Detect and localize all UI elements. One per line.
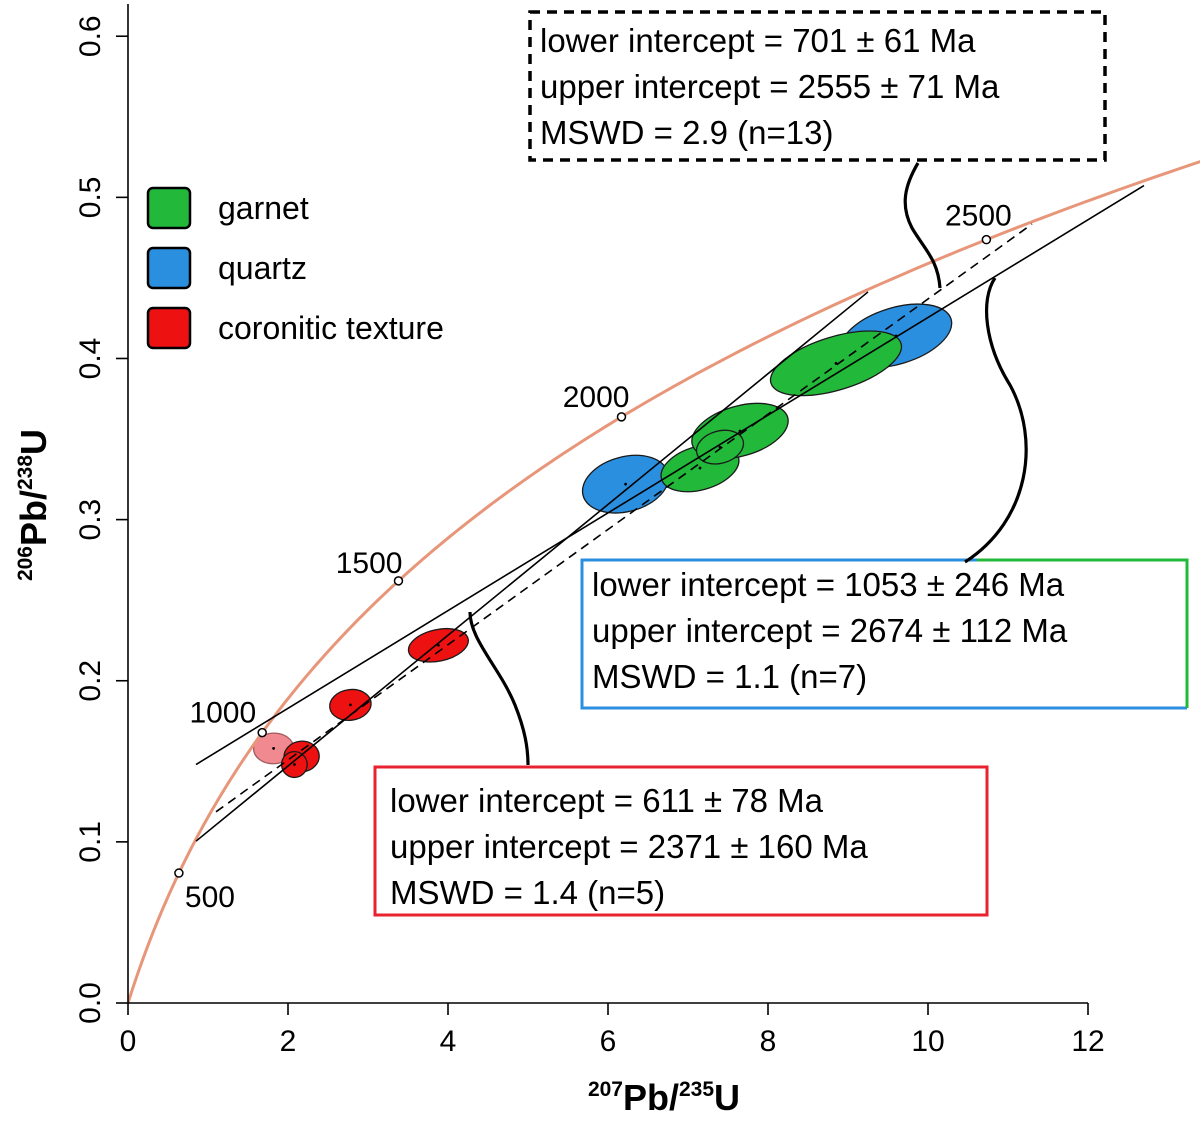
- concordia-tick-1000: [257, 727, 267, 738]
- x-axis-title-part-0: 207: [588, 1078, 623, 1101]
- annotation-text-all-2: MSWD = 2.9 (n=13): [540, 114, 833, 151]
- x-tick-label-12: 12: [1071, 1025, 1104, 1058]
- x-axis-title-part-2: 235: [679, 1078, 714, 1101]
- y-axis-title-part-3: U: [13, 429, 54, 455]
- y-tick-label-0.2: 0.2: [74, 660, 107, 702]
- legend-swatch-0: [146, 186, 192, 230]
- x-axis-title-part-3: U: [714, 1077, 740, 1118]
- x-tick-label-6: 6: [600, 1025, 617, 1058]
- concordia-age-label-2000: 2000: [563, 381, 630, 414]
- annotation-box-bg-all: [530, 12, 1105, 160]
- x-axis-title-part-1: Pb/: [623, 1077, 679, 1118]
- annotation-text-coronitic-1: upper intercept = 2371 ± 160 Ma: [390, 828, 868, 865]
- legend-label-1: quartz: [218, 250, 307, 286]
- annotation-box-bg-coronitic: [375, 767, 987, 915]
- ellipse-center-6: [698, 466, 702, 470]
- leader-all: [903, 162, 942, 289]
- x-tick-label-2: 2: [280, 1025, 297, 1058]
- concordia-age-label-500: 500: [185, 881, 235, 914]
- concordia-age-label-2500: 2500: [945, 200, 1012, 233]
- y-tick-label-0.5: 0.5: [74, 176, 107, 218]
- annotation-box-border-left-quartz_garnet: [580, 558, 1187, 710]
- concordia-age-label-1500: 1500: [336, 547, 403, 580]
- concordia-tick-1500: [393, 576, 404, 586]
- y-axis-title-part-2: 238: [14, 455, 37, 490]
- annotation-text-coronitic-2: MSWD = 1.4 (n=5): [390, 874, 665, 911]
- annotation-text-coronitic-0: lower intercept = 611 ± 78 Ma: [390, 782, 824, 819]
- concordia-tick-2500: [981, 234, 992, 245]
- concordia-age-label-1000: 1000: [189, 697, 256, 730]
- x-tick-label-4: 4: [440, 1025, 457, 1058]
- x-tick-label-8: 8: [760, 1025, 777, 1058]
- annotation-box-border-all: [528, 10, 1107, 162]
- y-tick-label-0: 0.0: [74, 982, 107, 1024]
- annotation-text-quartz_garnet-1: upper intercept = 2674 ± 112 Ma: [592, 612, 1068, 649]
- annotation-text-quartz_garnet-0: lower intercept = 1053 ± 246 Ma: [592, 566, 1065, 603]
- ellipse-center-2: [293, 763, 296, 766]
- annotation-box-border-coronitic: [373, 765, 989, 917]
- y-axis-title-part-1: Pb/: [13, 490, 54, 546]
- legend-swatch-1: [146, 246, 192, 290]
- concordia-tick-2000: [616, 412, 627, 422]
- annotation-text-all-0: lower intercept = 701 ± 61 Ma: [540, 22, 976, 59]
- leader-quartz-garnet: [964, 277, 1028, 564]
- ellipse-center-3: [349, 703, 352, 707]
- ellipse-center-0: [272, 747, 275, 750]
- x-axis-title: 207Pb/235U: [588, 1077, 740, 1118]
- discordia-line-coronitic: [195, 291, 869, 842]
- line-layer: [128, 160, 1200, 1003]
- annotation-layer: 500 1000 1500 2000 2500 garnet quartz coronitic…: [146, 10, 1189, 917]
- annotation-text-all-1: upper intercept = 2555 ± 71 Ma: [540, 68, 1000, 105]
- x-tick-label-0: 0: [120, 1025, 137, 1058]
- annotation-text-quartz_garnet-2: MSWD = 1.1 (n=7): [592, 658, 867, 695]
- annotation-box-bg-quartz_garnet: [582, 560, 1187, 708]
- y-tick-label-0.4: 0.4: [74, 338, 107, 380]
- concordia-tick-500: [174, 868, 184, 878]
- annotation-box-border-right-quartz_garnet: [977, 558, 1189, 708]
- concordia-curve: [128, 160, 1200, 1003]
- axes-layer: 0 2 4 6 8 10 120.00.10.20.30.40.50.6207Pb/235U…: [13, 4, 1105, 1118]
- y-tick-label-0.1: 0.1: [74, 821, 107, 863]
- leader-coronitic: [468, 611, 530, 766]
- legend-label-0: garnet: [218, 190, 309, 226]
- y-tick-label-0.6: 0.6: [74, 15, 107, 57]
- ellipse-center-5: [624, 482, 627, 486]
- legend-label-2: coronitic texture: [218, 310, 444, 346]
- y-axis-title-part-0: 206: [14, 546, 37, 581]
- legend-swatch-2: [146, 306, 192, 350]
- discordia-line-quartz_garnet: [195, 184, 1145, 766]
- y-axis-title: 206Pb/238U: [13, 429, 54, 581]
- x-tick-label-10: 10: [911, 1025, 944, 1058]
- y-tick-label-0.3: 0.3: [74, 499, 107, 541]
